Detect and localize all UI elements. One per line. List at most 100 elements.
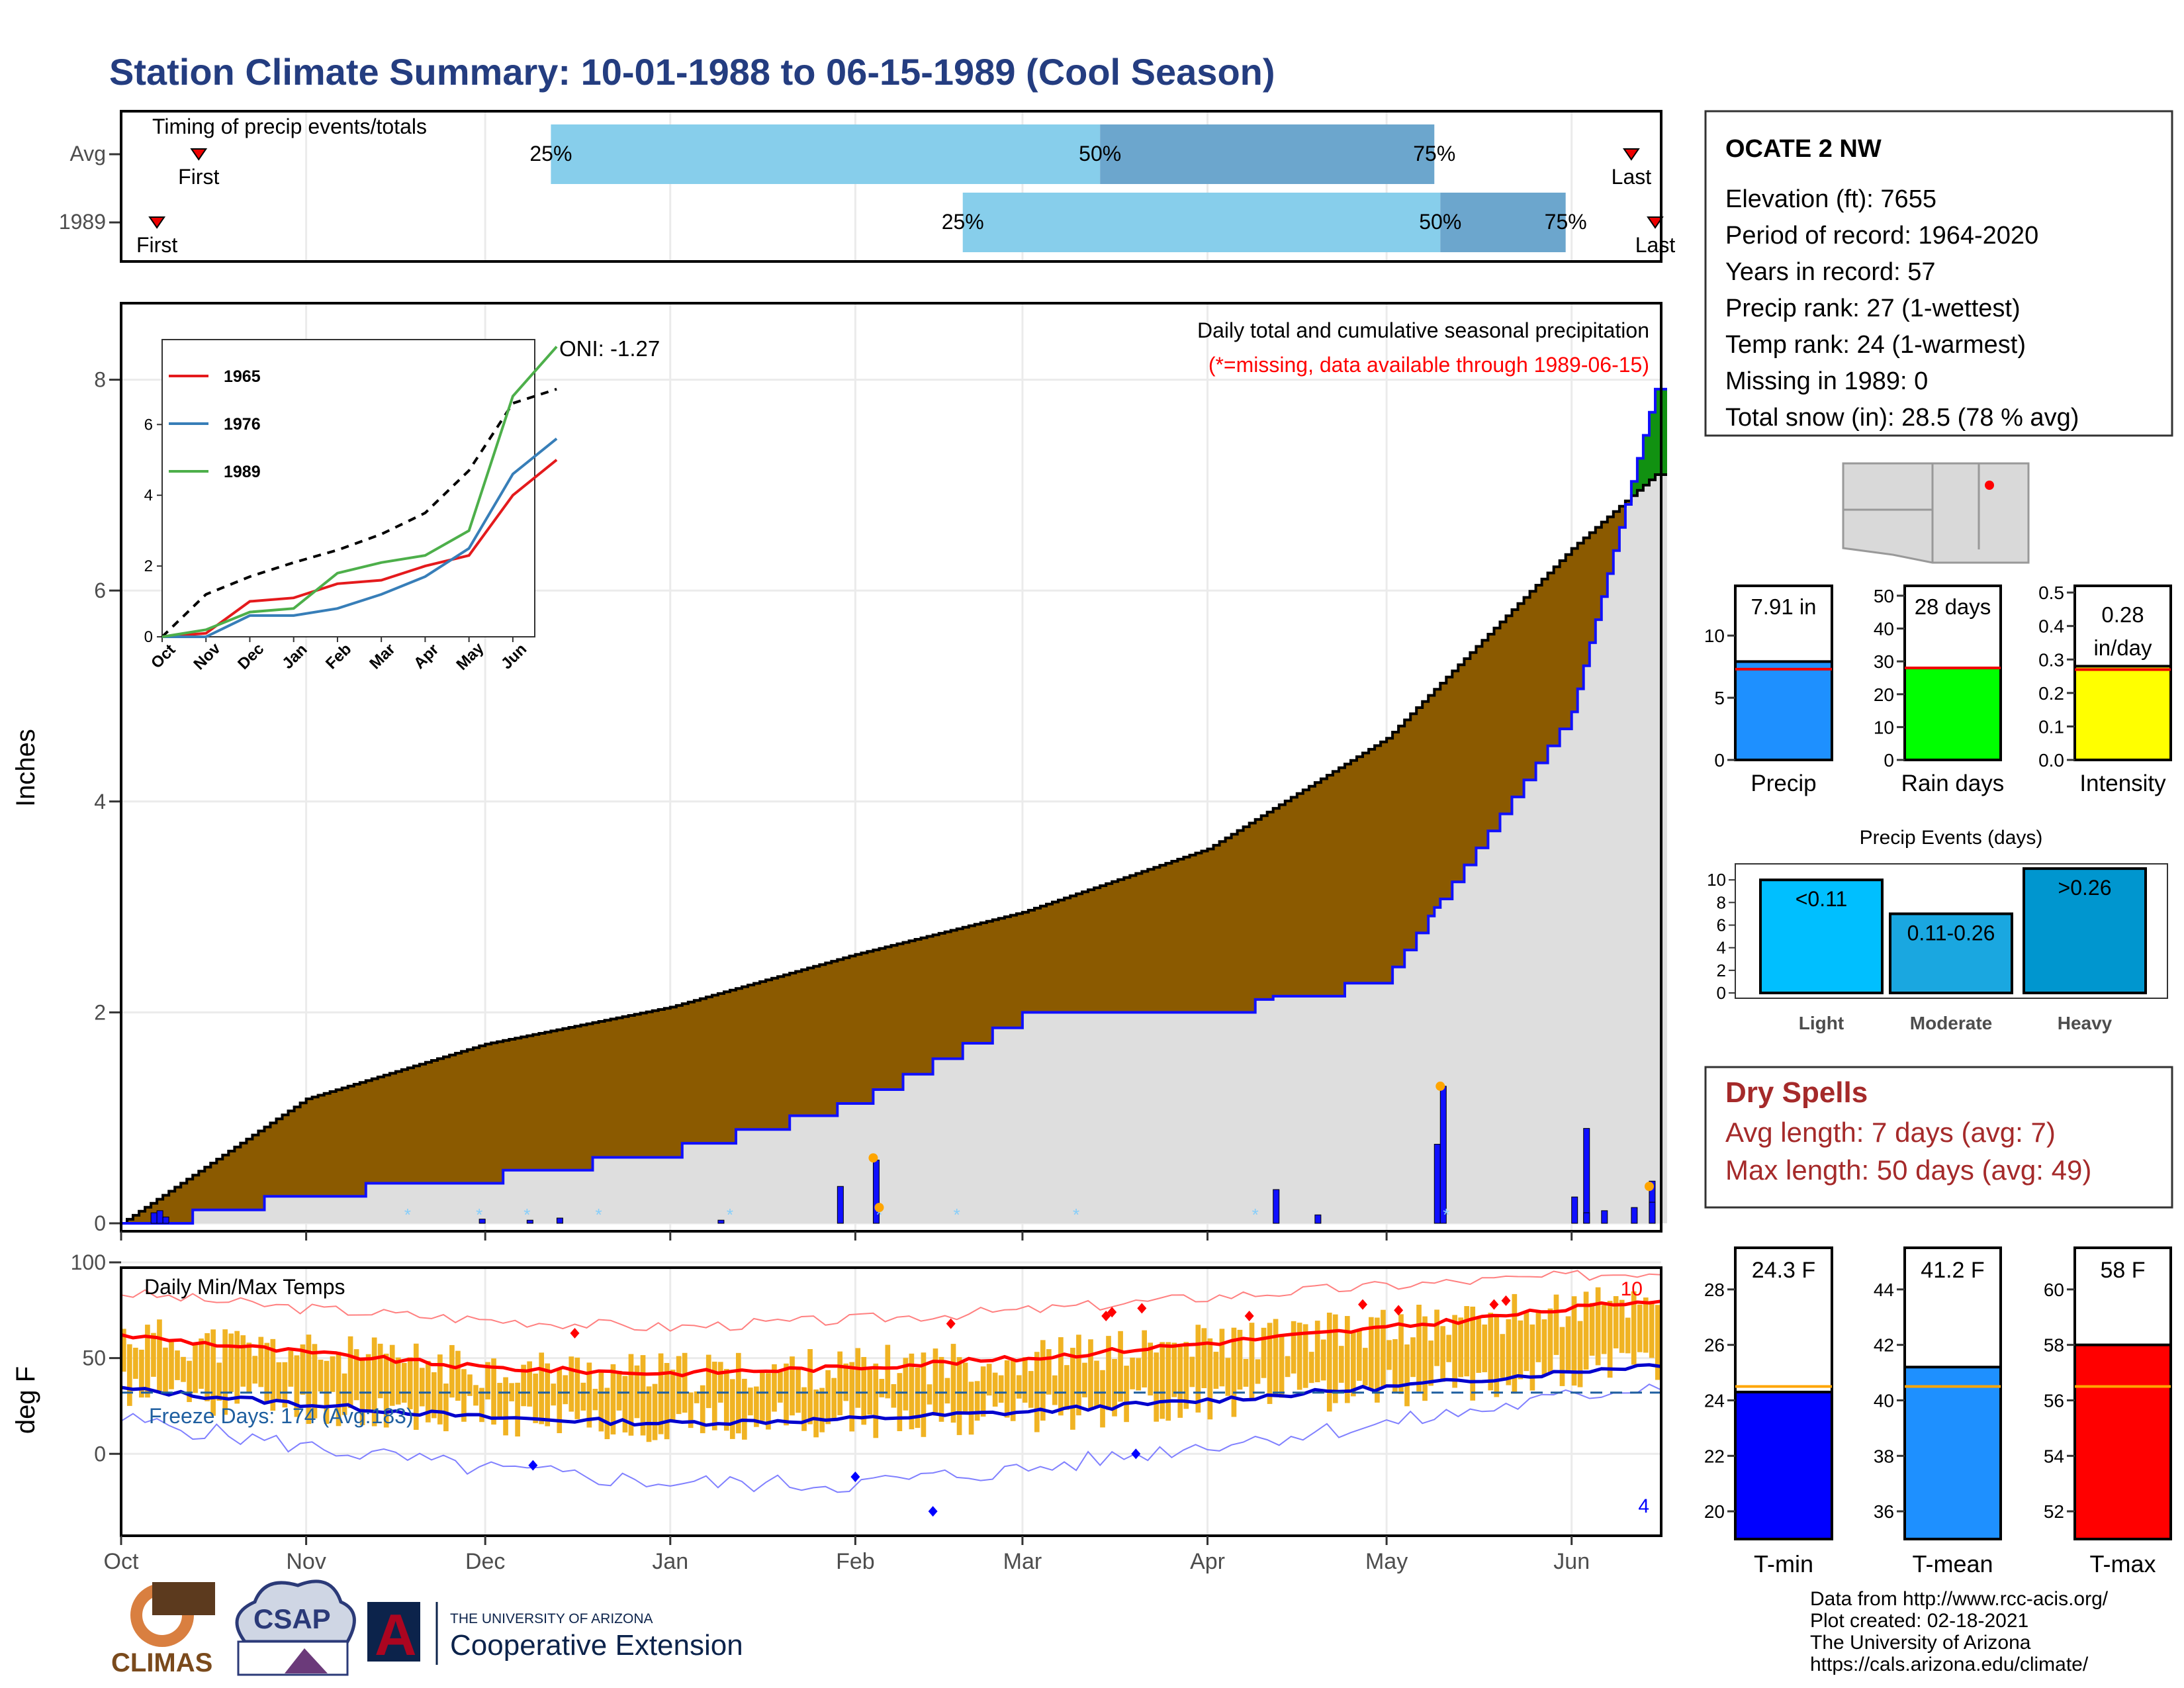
daily-temp-bar: [401, 1362, 407, 1403]
summary-value: 7.91 in: [1751, 594, 1816, 619]
daily-temp-bar: [1285, 1356, 1291, 1378]
daily-temp-bar: [938, 1356, 944, 1422]
daily-temp-bar: [1452, 1315, 1457, 1388]
daily-temp-bar: [748, 1387, 753, 1416]
daily-temp-bar: [497, 1383, 502, 1418]
event-bar: [1759, 878, 1884, 994]
daily-temp-bar: [1118, 1331, 1123, 1402]
daily-temp-bar: [1076, 1335, 1081, 1416]
month-tick-label: Jun: [1553, 1549, 1590, 1574]
daily-temp-bar: [1440, 1326, 1445, 1382]
daily-temp-bar: [133, 1347, 138, 1379]
daily-temp-bar: [825, 1370, 831, 1425]
state-map-shape: [1842, 462, 2030, 564]
daily-temp-bar: [467, 1374, 473, 1396]
extreme-precip-marker: [874, 1203, 884, 1213]
quantile-label: 25%: [942, 210, 984, 234]
daily-temp-bar: [646, 1386, 652, 1442]
footer-credits: Data from http://www.rcc-acis.org/Plot c…: [1810, 1588, 2109, 1675]
summary-tick-label: 50: [1874, 586, 1894, 606]
daily-temp-bar: [479, 1387, 484, 1423]
dry-max: Max length: 50 days (avg: 49): [1725, 1154, 2091, 1186]
daily-precip-bar: [156, 1210, 163, 1224]
avg-max-line: [120, 1299, 1662, 1378]
daily-temp-bar: [604, 1387, 610, 1440]
daily-temp-bar: [371, 1337, 377, 1427]
daily-temp-bar: [968, 1382, 974, 1435]
daily-temp-bar: [640, 1355, 646, 1436]
daily-temp-bar: [181, 1356, 186, 1382]
daily-temp-bar: [163, 1347, 168, 1395]
daily-precip-bar: [1649, 1201, 1656, 1224]
snow-marker: *: [1073, 1205, 1079, 1225]
daily-temp-bar: [1595, 1287, 1601, 1366]
inset-frame: [161, 339, 535, 637]
station-detail: Temp rank: 24 (1-warmest): [1725, 331, 2026, 359]
daily-temp-bar: [527, 1361, 532, 1407]
daily-temp-bar: [341, 1373, 347, 1415]
month-tick-label: Apr: [1190, 1549, 1225, 1574]
svg-text:A: A: [375, 1602, 417, 1667]
temp-tick-label: 58: [2044, 1335, 2064, 1356]
daily-temp-bar: [1416, 1304, 1422, 1392]
snow-marker: *: [404, 1205, 411, 1225]
daily-temp-bar: [1553, 1294, 1559, 1355]
temp-value: 58 F: [2100, 1258, 2145, 1283]
daily-temp-bar: [377, 1343, 383, 1399]
quantile-label: 50%: [1419, 210, 1461, 234]
location-map: [1840, 460, 2032, 566]
inset-y-tick: 4: [144, 487, 153, 504]
summary-tick-label: 0: [1884, 750, 1894, 771]
first-label: First: [178, 165, 219, 189]
daily-temp-bar: [1160, 1342, 1165, 1419]
daily-temp-bar: [1171, 1342, 1177, 1397]
daily-temp-bar: [1332, 1314, 1338, 1403]
daily-temp-bar: [1106, 1336, 1111, 1411]
daily-temp-bar: [772, 1364, 777, 1412]
daily-temp-bar: [1375, 1317, 1380, 1403]
events-tick-label: 6: [1717, 915, 1726, 935]
daily-temp-bar: [616, 1370, 622, 1411]
daily-temp-bar: [586, 1362, 592, 1428]
temp-value: 24.3 F: [1752, 1258, 1815, 1283]
station-name: OCATE 2 NW: [1725, 135, 1882, 163]
svg-text:CSAP: CSAP: [253, 1603, 331, 1634]
footer-line: https://cals.arizona.edu/climate/: [1810, 1654, 2089, 1675]
precip-frame: [120, 302, 1662, 1233]
precip-summary-bars: 0 5 10 7.91 in Precip 0 10 20 30 40 50 28 days Rain …: [1704, 583, 2172, 796]
daily-temp-bar: [1291, 1321, 1297, 1374]
summary-tick-label: 0.1: [2038, 716, 2064, 737]
daily-temp-bar: [413, 1343, 419, 1430]
daily-temp-bar: [1494, 1315, 1500, 1397]
daily-temp-bar: [258, 1336, 264, 1387]
daily-precip-bar: [1273, 1189, 1280, 1224]
svg-text:THE UNIVERSITY OF ARIZONA: THE UNIVERSITY OF ARIZONA: [450, 1611, 653, 1626]
record-low-marker: [850, 1472, 860, 1482]
daily-temp-bar: [1219, 1329, 1225, 1387]
daily-temp-bar: [210, 1329, 216, 1416]
events-title: Precip Events (days): [1860, 827, 2043, 849]
missing-note: (*=missing, data available through 1989-…: [1208, 353, 1649, 377]
daily-temp-bar: [1613, 1296, 1619, 1348]
daily-temp-bar: [580, 1382, 586, 1411]
y-tick-label: 0: [94, 1442, 106, 1466]
page-title: Station Climate Summary: 10-01-1988 to 0…: [109, 51, 1275, 93]
daily-temp-bar: [1177, 1344, 1183, 1418]
events-tick-label: 4: [1717, 938, 1726, 958]
snow-marker: *: [1443, 1205, 1449, 1225]
daily-temp-bar: [676, 1356, 682, 1415]
summary-bar: [1734, 660, 1833, 762]
record-high-marker: [570, 1328, 580, 1339]
daily-temp-bar: [998, 1375, 1004, 1403]
record-low-count: 4: [1638, 1495, 1649, 1517]
daily-temp-bar: [1237, 1329, 1243, 1390]
daily-temp-bar: [545, 1363, 551, 1427]
daily-temp-bar: [1655, 1305, 1661, 1380]
daily-temp-bar: [1535, 1311, 1541, 1362]
timing-bar-q50-q75: [1440, 193, 1566, 252]
event-bar-label: >0.26: [2058, 876, 2112, 900]
legend-label: 1976: [224, 415, 261, 434]
snow-marker: *: [954, 1205, 960, 1225]
y-axis-label: deg F: [11, 1366, 40, 1434]
summary-tick-label: 0.0: [2038, 750, 2064, 771]
